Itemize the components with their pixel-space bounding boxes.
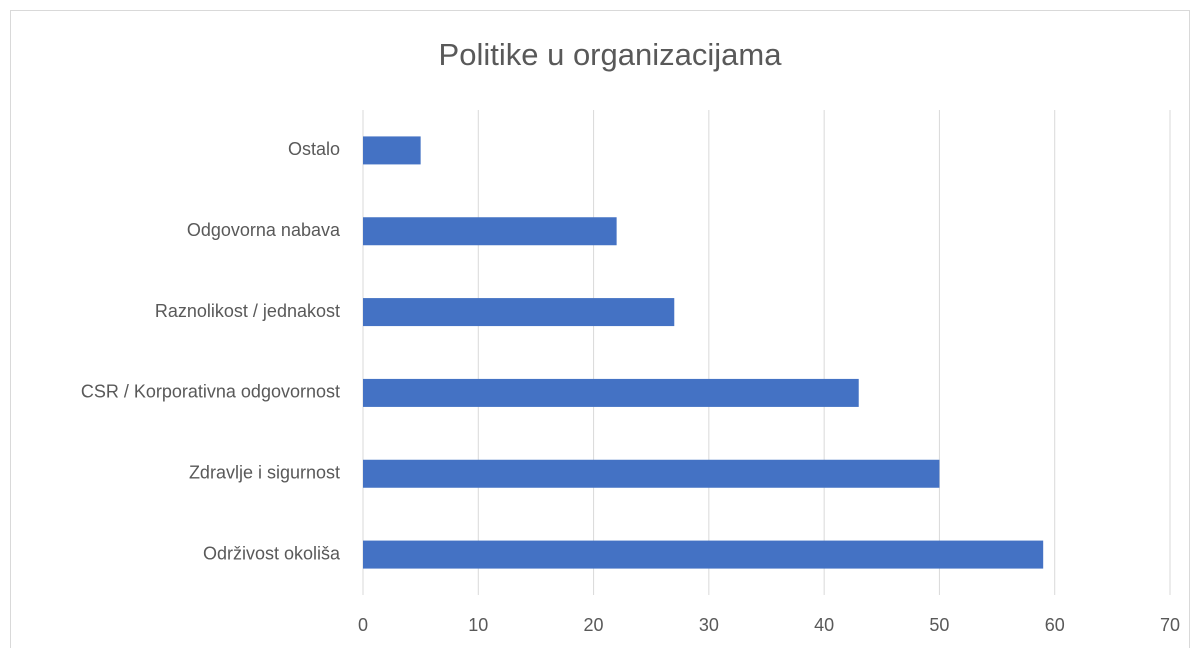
y-tick-label: Odgovorna nabava — [187, 220, 341, 240]
x-tick-label: 50 — [929, 615, 949, 635]
bar — [363, 298, 675, 327]
x-tick-label: 70 — [1160, 615, 1180, 635]
y-tick-label: Ostalo — [288, 139, 340, 159]
x-tick-label: 40 — [814, 615, 834, 635]
bar — [363, 378, 859, 407]
bar — [363, 217, 617, 246]
y-tick-label: Zdravlje i sigurnost — [189, 463, 340, 483]
x-tick-label: 20 — [584, 615, 604, 635]
y-tick-label: Raznolikost / jednakost — [155, 301, 340, 321]
bar — [363, 459, 940, 488]
x-tick-label: 60 — [1045, 615, 1065, 635]
x-tick-label: 0 — [358, 615, 368, 635]
x-tick-label: 10 — [468, 615, 488, 635]
x-tick-label: 30 — [699, 615, 719, 635]
y-tick-label: CSR / Korporativna odgovornost — [81, 382, 340, 402]
bar — [363, 540, 1044, 569]
bar — [363, 136, 421, 165]
y-tick-label: Održivost okoliša — [203, 543, 341, 563]
chart-title: Politike u organizacijama — [439, 37, 783, 72]
